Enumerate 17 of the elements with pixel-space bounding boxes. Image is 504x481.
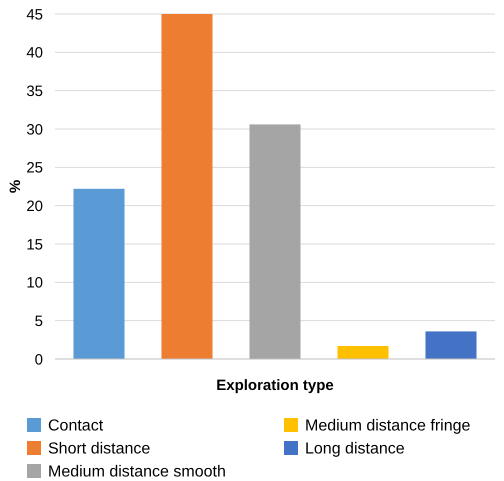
legend-label: Long distance bbox=[305, 440, 405, 458]
y-axis-title: % bbox=[7, 180, 24, 194]
y-tick-label: 35 bbox=[26, 82, 43, 100]
legend-label: Contact bbox=[48, 418, 104, 435]
legend-label: Short distance bbox=[48, 440, 150, 458]
y-tick-label: 45 bbox=[26, 6, 43, 24]
y-tick-label: 5 bbox=[34, 312, 43, 330]
y-tick-label: 0 bbox=[34, 351, 43, 368]
y-tick-label: 40 bbox=[26, 44, 43, 62]
y-tick-label: 15 bbox=[26, 236, 43, 254]
y-tick-label: 25 bbox=[26, 160, 43, 177]
y-tick-label: 10 bbox=[26, 274, 43, 292]
y-tick-label: 30 bbox=[26, 121, 43, 138]
x-axis-title: Exploration type bbox=[216, 377, 334, 394]
y-tick-label: 20 bbox=[26, 198, 43, 215]
legend-label: Medium distance smooth bbox=[48, 464, 226, 481]
legend-label: Medium distance fringe bbox=[305, 418, 471, 435]
